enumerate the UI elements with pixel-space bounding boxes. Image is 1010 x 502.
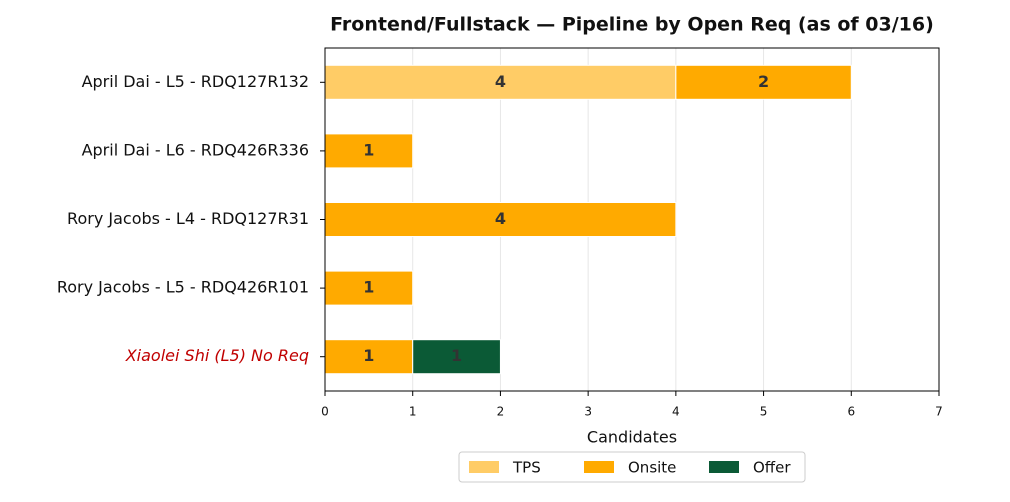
x-tick-label: 1 [409,405,417,419]
x-tick-label: 6 [847,405,855,419]
data-label: 1 [363,140,374,159]
chart-title: Frontend/Fullstack — Pipeline by Open Re… [330,14,934,36]
x-tick-label: 3 [584,405,592,419]
plot-frame [324,47,940,392]
x-axis-label: Candidates [587,428,677,447]
y-tick-label: Rory Jacobs - L4 - RDQ127R31 [67,209,309,228]
x-tick-label: 2 [497,405,505,419]
legend: TPS Onsite Offer [458,451,806,483]
legend-label: Onsite [628,459,676,477]
data-label: 2 [758,72,769,91]
x-tick-label: 7 [935,405,943,419]
bar-segment [675,64,852,100]
bar-segment [412,339,501,375]
data-label: 1 [451,346,462,365]
legend-box [458,451,806,483]
legend-swatch [709,461,739,473]
x-tick-label: 4 [672,405,680,419]
legend-swatch [584,461,614,473]
bar-segment [324,202,677,237]
y-tick-label: Rory Jacobs - L5 - RDQ426R101 [57,278,309,297]
y-tick-label: Xiaolei Shi (L5) No Req [125,346,309,365]
bar-segment [324,133,414,169]
data-label: 4 [495,209,506,228]
bar-segment [324,270,414,306]
legend-swatch [469,461,499,473]
data-label: 1 [363,278,374,297]
y-tick-label: April Dai - L5 - RDQ127R132 [82,72,309,91]
y-tick-label: April Dai - L6 - RDQ426R336 [82,140,309,159]
data-label: 4 [495,72,506,91]
legend-label: Offer [753,459,791,477]
data-label: 1 [363,346,374,365]
bar-segment [324,339,414,375]
x-tick-label: 0 [321,405,329,419]
x-tick-label: 5 [760,405,768,419]
legend-label: TPS [512,459,541,477]
